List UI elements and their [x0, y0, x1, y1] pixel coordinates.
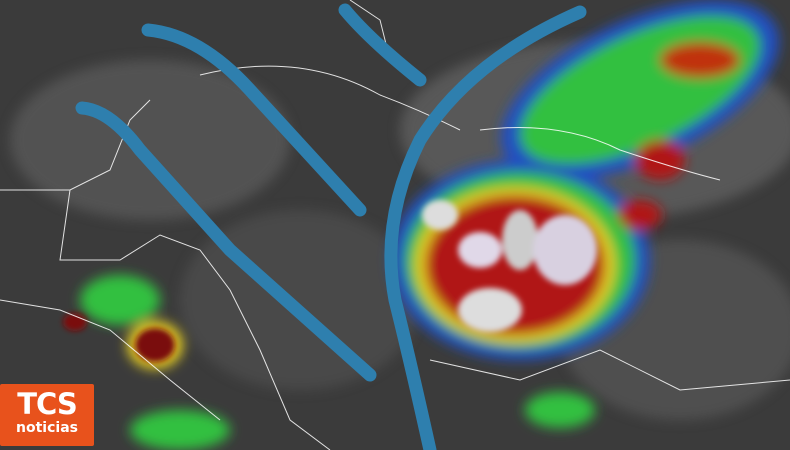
logo-subtitle: noticias [16, 420, 78, 436]
tcs-noticias-logo: TCS noticias [0, 384, 94, 446]
logo-brand: TCS [17, 387, 78, 421]
trough-axis-line [384, 5, 587, 450]
storm-cells [63, 0, 780, 450]
flow-arrow-3 [338, 3, 427, 87]
flow-arrow-1 [141, 23, 367, 217]
flow-arrow-2 [75, 101, 377, 382]
flow-arrows [75, 3, 587, 450]
